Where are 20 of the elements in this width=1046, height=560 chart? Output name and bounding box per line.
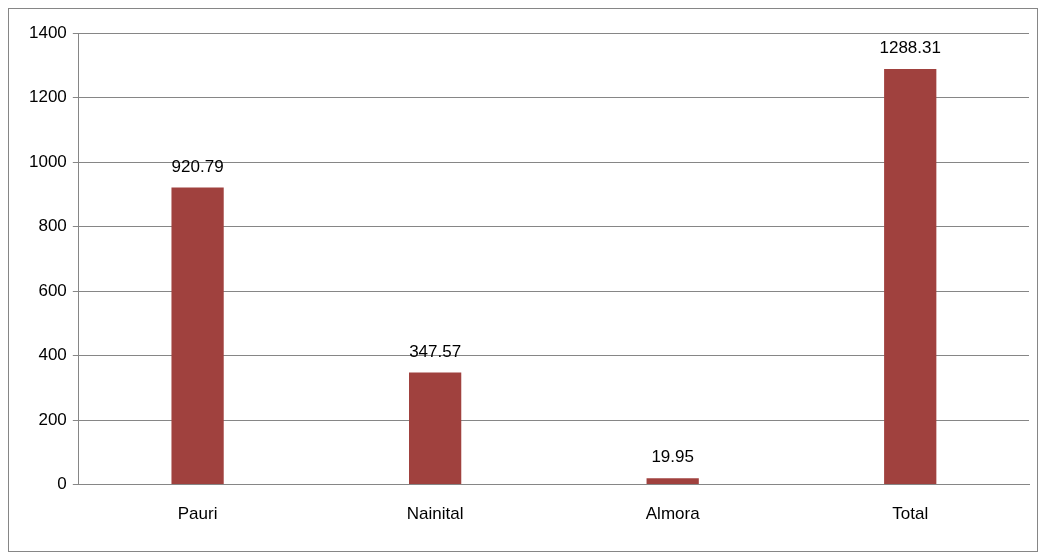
y-tick-label: 1000 bbox=[28, 151, 67, 171]
data-label: 920.79 bbox=[171, 156, 224, 176]
data-label: 19.95 bbox=[651, 447, 694, 467]
bar bbox=[171, 187, 224, 485]
bar bbox=[884, 69, 937, 485]
bar bbox=[409, 372, 462, 485]
y-tick-label: 200 bbox=[38, 409, 67, 429]
y-tick-label: 1400 bbox=[28, 22, 67, 42]
data-label: 347.57 bbox=[409, 341, 462, 361]
y-tick-label: 400 bbox=[38, 345, 67, 365]
y-tick-label: 600 bbox=[38, 280, 67, 300]
y-tick-label: 800 bbox=[38, 216, 67, 236]
x-tick-label: Pauri bbox=[177, 504, 218, 524]
x-tick-label: Total bbox=[892, 504, 929, 524]
x-tick-label: Nainital bbox=[406, 504, 464, 524]
bar bbox=[646, 478, 699, 485]
data-label: 1288.31 bbox=[879, 38, 941, 58]
y-tick-label: 0 bbox=[57, 474, 67, 494]
x-tick-label: Almora bbox=[645, 504, 701, 524]
y-tick-label: 1200 bbox=[28, 87, 67, 107]
